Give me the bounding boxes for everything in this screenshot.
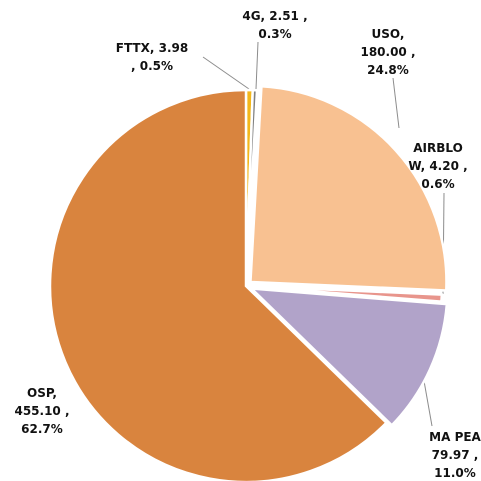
- data-label: AIRBLO W, 4.20 , 0.6%: [408, 141, 467, 191]
- slice: [48, 88, 389, 481]
- data-label-line: 24.8%: [367, 63, 409, 77]
- data-label: MA PEA 79.97 , 11.0%: [429, 430, 481, 480]
- data-label-line: 62.7%: [21, 422, 63, 436]
- slice: [245, 284, 444, 304]
- data-label-line: 79.97 ,: [432, 448, 479, 462]
- data-label-line: , 0.5%: [131, 59, 173, 73]
- data-label: USO, 180.00 , 24.8%: [360, 27, 415, 77]
- data-label-line: USO,: [372, 27, 405, 41]
- data-label-line: W, 4.20 ,: [408, 159, 467, 173]
- data-label-line: 11.0%: [434, 466, 476, 480]
- data-label-line: MA PEA: [429, 430, 481, 444]
- slice: [248, 286, 449, 428]
- data-label-line: AIRBLO: [413, 141, 463, 155]
- leader-line: [255, 41, 259, 90]
- leader-line: [202, 56, 250, 90]
- data-label: FTTX, 3.98 , 0.5%: [116, 41, 188, 73]
- slice: [244, 88, 259, 287]
- leader-line: [392, 77, 400, 129]
- slice: [249, 84, 448, 292]
- data-label: OSP, 455.10 , 62.7%: [14, 386, 69, 436]
- data-label-line: 4G, 2.51 ,: [242, 9, 307, 23]
- data-label-line: 0.3%: [258, 27, 291, 41]
- data-label-line: 455.10 ,: [14, 404, 69, 418]
- data-label-line: 0.6%: [421, 177, 454, 191]
- slices: [48, 84, 449, 481]
- data-label-line: FTTX, 3.98: [116, 41, 188, 55]
- data-label-line: 180.00 ,: [360, 45, 415, 59]
- data-label: 4G, 2.51 , 0.3%: [242, 9, 307, 41]
- data-label-line: OSP,: [27, 386, 57, 400]
